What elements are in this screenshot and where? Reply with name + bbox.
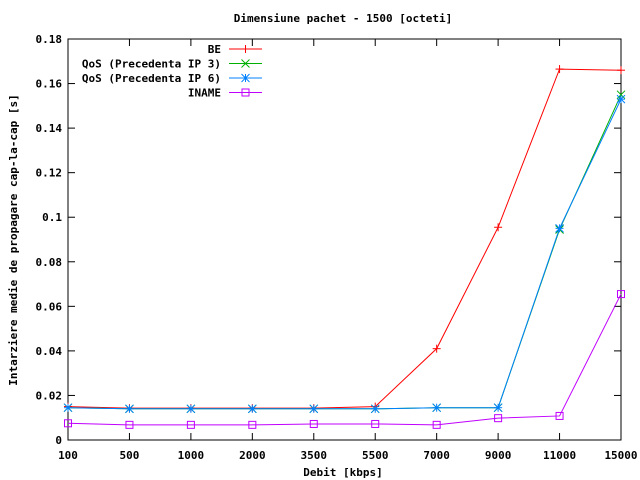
data-point	[125, 420, 134, 429]
y-tick-label: 0.04	[36, 345, 63, 358]
data-point	[432, 344, 441, 353]
marker-square	[371, 419, 380, 428]
data-point	[432, 420, 441, 429]
marker-stroke	[241, 73, 250, 83]
marker-stroke	[247, 404, 257, 414]
data-point	[432, 403, 442, 413]
data-point	[241, 59, 250, 68]
marker-square	[494, 414, 503, 423]
series-line	[67, 94, 622, 410]
data-point	[309, 419, 318, 428]
data-point	[555, 411, 564, 420]
data-point	[493, 403, 503, 413]
chart-title: Dimensiune pachet - 1500 [octeti]	[234, 12, 453, 25]
x-tick-label: 3500	[301, 449, 328, 462]
data-point	[494, 223, 503, 232]
x-tick-label: 9000	[485, 449, 512, 462]
data-point	[555, 65, 564, 74]
series-layer	[63, 65, 626, 429]
data-point	[555, 224, 564, 233]
y-axis: 0 0.02 0.04 0.06 0.08 0.1 0.12 0.14 0.16 0.18	[36, 33, 621, 447]
data-point	[63, 403, 73, 413]
marker-stroke	[63, 403, 73, 413]
data-point	[248, 420, 257, 429]
y-tick-label: 0.06	[36, 300, 63, 313]
legend-label: QoS (Precedenta IP 3)	[82, 58, 221, 71]
series-line	[67, 68, 622, 409]
marker-square	[309, 419, 318, 428]
x-axis-label: Debit [kbps]	[303, 466, 382, 479]
legend-label: INAME	[188, 87, 221, 100]
y-tick-label: 0.12	[36, 167, 63, 180]
data-point	[247, 404, 257, 414]
marker-stroke	[616, 90, 626, 100]
data-point	[125, 404, 134, 414]
marker-stroke	[370, 404, 380, 414]
marker-square	[432, 420, 441, 429]
marker-stroke	[186, 404, 196, 414]
series-qos-precedenta-ip-6	[63, 94, 626, 414]
y-tick-label: 0.02	[36, 389, 63, 402]
y-tick-label: 0.18	[36, 33, 63, 46]
x-tick-label: 5500	[362, 449, 389, 462]
plot-frame	[67, 38, 622, 441]
marker-square	[125, 420, 134, 429]
marker-stroke	[616, 94, 626, 104]
series-qos-precedenta-ip-3	[63, 90, 626, 414]
x-tick-label: 500	[120, 449, 140, 462]
y-tick-label: 0.14	[36, 122, 63, 135]
legend: BE QoS (Precedenta IP 3)QoS (Precedenta I…	[82, 43, 262, 100]
y-tick-label: 0	[55, 434, 62, 447]
data-point	[617, 290, 625, 299]
data-point	[186, 404, 196, 414]
marker-stroke	[125, 404, 134, 414]
y-tick-label: 0.1	[42, 211, 62, 224]
legend-label: QoS (Precedenta IP 6)	[82, 72, 221, 85]
marker-stroke	[241, 59, 250, 68]
marker-square	[555, 411, 564, 420]
x-axis: 100 500 1000 2000 3500 5500 7000 9000 11000 15000	[58, 39, 638, 462]
marker-square	[186, 420, 195, 429]
data-point	[616, 90, 626, 100]
x-tick-label: 15000	[604, 449, 637, 462]
data-point	[241, 45, 250, 53]
y-tick-label: 0.08	[36, 256, 63, 269]
data-point	[494, 414, 503, 423]
data-point	[371, 419, 380, 428]
x-tick-label: 2000	[239, 449, 266, 462]
data-point	[370, 404, 380, 414]
series-line	[67, 293, 622, 426]
y-axis-label: Intarziere medie de propagare cap-la-cap…	[7, 94, 20, 385]
series-line	[67, 98, 622, 410]
data-point	[64, 419, 72, 428]
marker-square	[241, 88, 250, 97]
y-tick-label: 0.16	[36, 78, 63, 91]
marker-square	[617, 290, 625, 299]
series-be	[64, 65, 625, 413]
data-point	[241, 88, 250, 97]
data-point	[241, 73, 250, 83]
marker-stroke	[555, 224, 564, 233]
data-point	[309, 404, 319, 414]
x-tick-label: 11000	[543, 449, 576, 462]
marker-stroke	[309, 404, 319, 414]
marker-square	[248, 420, 257, 429]
x-tick-label: 7000	[423, 449, 450, 462]
x-tick-label: 1000	[178, 449, 205, 462]
marker-stroke	[493, 403, 503, 413]
data-point	[617, 66, 625, 75]
data-point	[186, 420, 195, 429]
legend-label: BE	[208, 43, 221, 56]
series-iname	[64, 290, 625, 429]
x-tick-label: 100	[58, 449, 78, 462]
data-point	[616, 94, 626, 104]
marker-stroke	[432, 403, 442, 413]
marker-square	[64, 419, 72, 428]
